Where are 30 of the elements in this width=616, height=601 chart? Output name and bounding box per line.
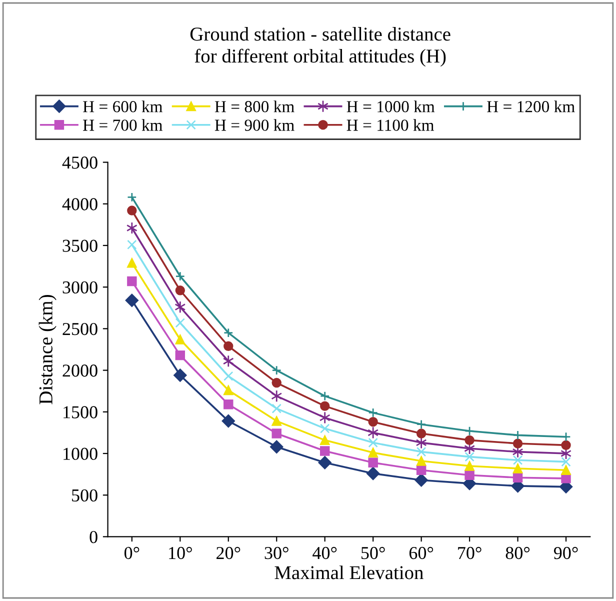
x-tick-label: 20°: [216, 546, 240, 560]
y-tick-label: 0: [90, 530, 98, 544]
x-tick-label: 90°: [554, 546, 578, 560]
x-tick-label: 80°: [506, 546, 530, 560]
y-tick-label: 3500: [62, 240, 98, 252]
legend-label: H = 700 km: [83, 119, 163, 131]
legend-label: H = 1000 km: [346, 100, 435, 112]
y-tick-label: 4500: [62, 156, 98, 169]
chart-title: Ground station - satellite distance for different orbital attitudes (H): [190, 27, 450, 67]
legend-label: H = 600 km: [83, 100, 163, 112]
x-tick-label: 70°: [458, 546, 482, 560]
y-tick-label: 2500: [62, 322, 98, 336]
legend-label: H = 800 km: [214, 100, 294, 112]
x-tick-label: 40°: [312, 546, 337, 560]
legend-label: H = 1100 km: [346, 119, 434, 131]
y-tick-label: 1500: [64, 406, 98, 418]
x-tick-label: 10°: [169, 546, 192, 560]
x-tick-label: 50°: [361, 546, 385, 560]
x-tick-label: 0°: [124, 546, 140, 560]
x-axis-title: Maximal Elevation: [274, 566, 424, 580]
legend-label: H = 1200 km: [487, 100, 575, 112]
y-tick-label: 1000: [64, 448, 98, 460]
x-tick-label: 60°: [409, 546, 434, 560]
y-tick-label: 500: [72, 489, 98, 502]
x-tick-label: 30°: [264, 546, 288, 560]
y-axis-title: Distance (km): [38, 294, 56, 404]
y-tick-label: 4000: [62, 198, 98, 210]
y-tick-label: 2000: [62, 364, 98, 377]
y-tick-label: 3000: [62, 281, 98, 294]
legend-label: H = 900 km: [214, 119, 294, 131]
